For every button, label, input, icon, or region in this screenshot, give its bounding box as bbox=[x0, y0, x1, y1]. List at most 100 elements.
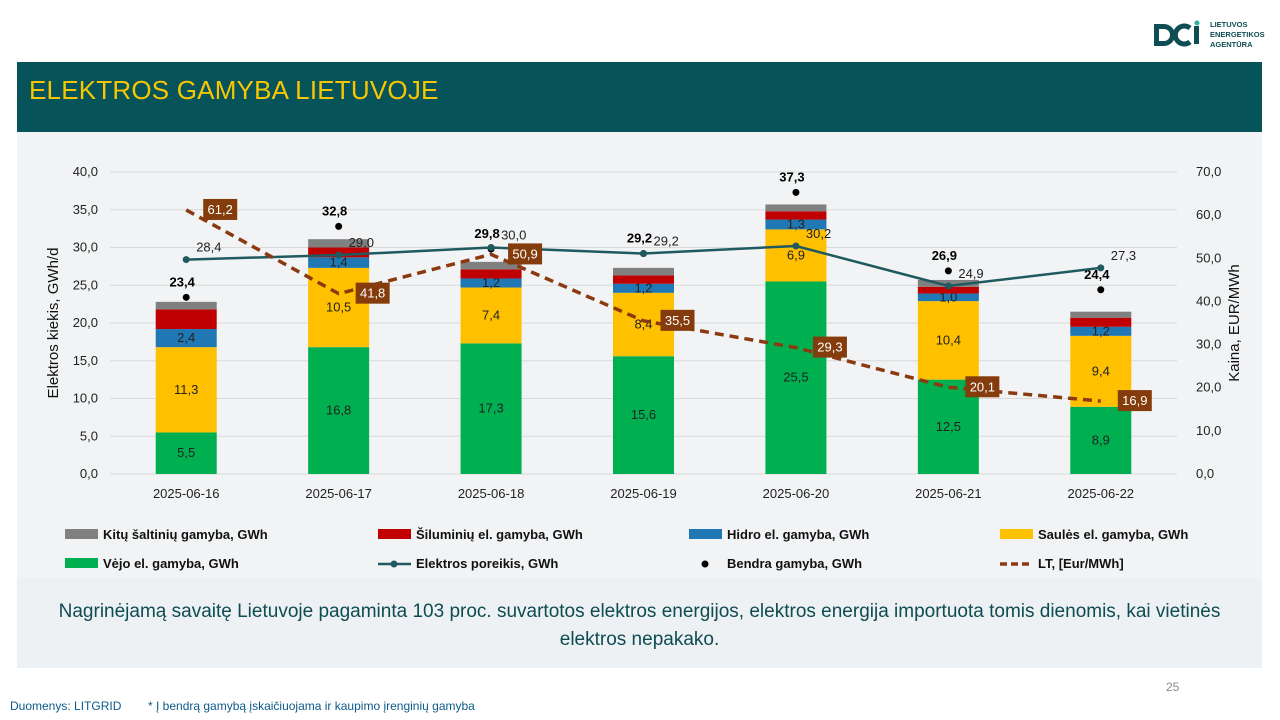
bar-segment bbox=[613, 267, 674, 276]
y-tick-label: 30,0 bbox=[73, 240, 98, 255]
data-source: Duomenys: LITGRID bbox=[10, 699, 122, 713]
price-label: 29,3 bbox=[817, 340, 842, 355]
demand-label: 27,3 bbox=[1111, 248, 1136, 263]
logo-line: AGENTŪRA bbox=[1210, 40, 1253, 49]
demand-point bbox=[335, 251, 343, 259]
logo-line: LIETUVOS bbox=[1210, 20, 1248, 29]
summary-box: Nagrinėjamą savaitę Lietuvoje pagaminta … bbox=[17, 578, 1262, 668]
legend-label: Kitų šaltinių gamyba, GWh bbox=[103, 527, 268, 542]
bar-segment bbox=[460, 287, 522, 344]
legend-swatch bbox=[65, 558, 98, 568]
bar-value-label: 11,3 bbox=[174, 382, 198, 397]
y-tick-label: 40,0 bbox=[73, 164, 98, 179]
bar-segment bbox=[155, 347, 217, 433]
page-number: 25 bbox=[1166, 680, 1180, 694]
bar-value-label: 10,5 bbox=[326, 300, 351, 315]
bar-segment bbox=[765, 219, 827, 230]
demand-point bbox=[1097, 264, 1105, 272]
y-tick-label: 20,0 bbox=[73, 315, 98, 330]
y2-tick-label: 0,0 bbox=[1196, 466, 1214, 481]
x-tick-label: 2025-06-22 bbox=[1068, 486, 1135, 501]
bar-segment bbox=[155, 301, 217, 310]
demand-label: 29,2 bbox=[654, 234, 679, 249]
legend-swatch bbox=[689, 529, 722, 539]
y-tick-label: 5,0 bbox=[80, 428, 98, 443]
y2-tick-label: 50,0 bbox=[1196, 250, 1221, 265]
bar-value-label: 16,8 bbox=[326, 403, 351, 418]
bar-value-label: 1,2 bbox=[482, 275, 500, 290]
total-point bbox=[182, 293, 190, 301]
bar-segment bbox=[308, 239, 370, 248]
bar-segment bbox=[917, 293, 979, 302]
demand-point bbox=[944, 282, 952, 290]
bar-segment bbox=[613, 356, 674, 474]
y-axis-title: Elektros kiekis, GWh/d bbox=[45, 248, 62, 399]
bar-segment bbox=[1070, 317, 1132, 327]
demand-label: 30,0 bbox=[501, 228, 526, 243]
y-tick-label: 10,0 bbox=[73, 391, 98, 406]
bar-segment bbox=[155, 309, 217, 330]
bar-segment bbox=[917, 286, 979, 294]
bar-value-label: 9,4 bbox=[1092, 363, 1110, 378]
total-label: 32,8 bbox=[322, 203, 347, 218]
price-label: 16,9 bbox=[1122, 393, 1147, 408]
price-label: 20,1 bbox=[970, 379, 995, 394]
legend-swatch-marker bbox=[390, 560, 398, 568]
total-point bbox=[944, 267, 952, 275]
bar-value-label: 2,4 bbox=[177, 330, 195, 345]
legend-label: Bendra gamyba, GWh bbox=[727, 556, 862, 571]
price-label: 41,8 bbox=[360, 286, 385, 301]
x-tick-label: 2025-06-21 bbox=[915, 486, 982, 501]
y-tick-label: 0,0 bbox=[80, 466, 98, 481]
bar-segment bbox=[155, 432, 217, 474]
bar-segment bbox=[308, 347, 370, 474]
bar-value-label: 10,4 bbox=[936, 332, 961, 347]
legend-label: Šiluminių el. gamyba, GWh bbox=[416, 527, 583, 542]
bar-segment bbox=[765, 211, 827, 220]
legend-label: Elektros poreikis, GWh bbox=[416, 556, 558, 571]
total-label: 24,4 bbox=[1084, 267, 1110, 282]
x-tick-label: 2025-06-17 bbox=[305, 486, 372, 501]
bar-segment bbox=[460, 261, 522, 270]
total-point bbox=[792, 188, 800, 196]
bar-value-label: 6,9 bbox=[787, 247, 805, 262]
summary-text: Nagrinėjamą savaitę Lietuvoje pagaminta … bbox=[58, 601, 1221, 650]
footnote: * Į bendrą gamybą įskaičiuojama ir kaupi… bbox=[148, 699, 475, 713]
electricity-chart: 0,0 5,0 10,0 15,0 20,0 25,0 30,0 35,0 40,0 0,0 10,… bbox=[45, 164, 1243, 571]
y2-axis-title: Kaina, EUR/MWh bbox=[1226, 264, 1243, 382]
price-label-box bbox=[812, 336, 847, 358]
total-label: 37,3 bbox=[779, 169, 804, 184]
legend-label: Hidro el. gamyba, GWh bbox=[727, 527, 869, 542]
total-point bbox=[335, 222, 343, 230]
bar-value-label: 7,4 bbox=[482, 307, 500, 322]
price-label-box bbox=[660, 309, 695, 331]
y-tick-label: 25,0 bbox=[73, 277, 98, 292]
bar-segment bbox=[765, 281, 827, 474]
bar-segment bbox=[765, 229, 827, 282]
demand-label: 29,0 bbox=[349, 235, 374, 250]
bar-segment bbox=[765, 204, 827, 212]
bar-value-label: 1,2 bbox=[1092, 323, 1110, 338]
legend-swatch bbox=[701, 560, 709, 568]
x-tick-label: 2025-06-20 bbox=[763, 486, 830, 501]
bar-value-label: 1,3 bbox=[787, 216, 805, 231]
demand-label: 28,4 bbox=[196, 240, 221, 255]
logo-line: ENERGETIKOS bbox=[1210, 30, 1265, 39]
y2-tick-label: 70,0 bbox=[1196, 164, 1221, 179]
bar-value-label: 12,5 bbox=[936, 419, 961, 434]
demand-point bbox=[182, 256, 190, 264]
title-bar: ELEKTROS GAMYBA LIETUVOJE bbox=[17, 62, 1262, 132]
bar-value-label: 1,4 bbox=[330, 255, 348, 270]
y2-tick-label: 30,0 bbox=[1196, 337, 1221, 352]
legend-label: Saulės el. gamyba, GWh bbox=[1038, 527, 1188, 542]
legend-swatch bbox=[1000, 529, 1033, 539]
bar-segment bbox=[613, 275, 674, 284]
bar-value-label: 25,5 bbox=[783, 370, 808, 385]
bar-segment bbox=[155, 329, 217, 348]
y-tick-label: 15,0 bbox=[73, 353, 98, 368]
price-label: 61,2 bbox=[208, 202, 233, 217]
price-label-box bbox=[355, 282, 390, 304]
y2-tick-label: 20,0 bbox=[1196, 380, 1221, 395]
y2-tick-label: 40,0 bbox=[1196, 293, 1221, 308]
price-label-box bbox=[508, 243, 543, 265]
